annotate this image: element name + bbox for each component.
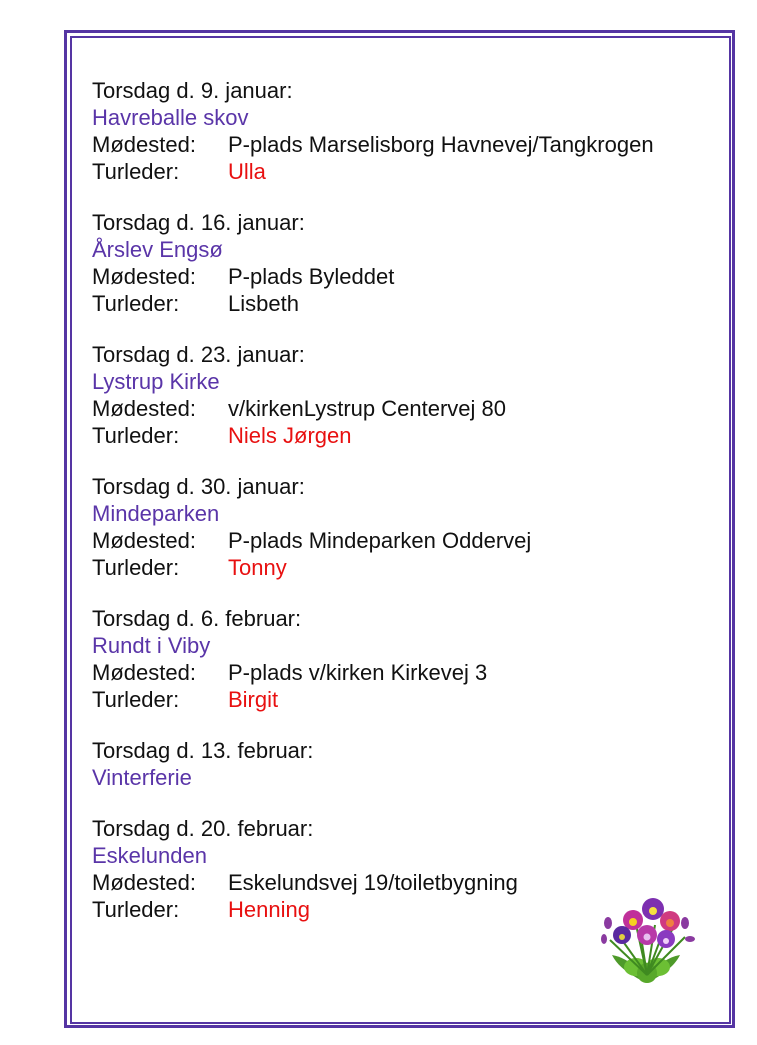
schedule-entry: Torsdag d. 6. februar: Rundt i Viby Møde…: [92, 605, 732, 713]
leader-label: Turleder:: [92, 423, 180, 448]
entry-leader: Turleder: Niels Jørgen: [92, 422, 732, 449]
entry-place: Vinterferie: [92, 765, 192, 790]
meeting-value: P-plads Byleddet: [228, 264, 395, 289]
entry-place: Rundt i Viby: [92, 633, 211, 658]
leader-value: Henning: [228, 897, 310, 922]
leader-value: Niels Jørgen: [228, 423, 352, 448]
entry-place: Eskelunden: [92, 843, 207, 868]
meeting-label: Mødested:: [92, 264, 196, 289]
meeting-value: P-plads v/kirken Kirkevej 3: [228, 660, 488, 685]
entry-place: Havreballe skov: [92, 105, 249, 130]
schedule-entry: Torsdag d. 20. februar: Eskelunden Mødes…: [92, 815, 732, 923]
leader-value: Tonny: [228, 555, 287, 580]
meeting-label: Mødested:: [92, 132, 196, 157]
entry-meeting: Mødested: P-plads Byleddet: [92, 263, 732, 290]
meeting-label: Mødested:: [92, 870, 196, 895]
page-border-inner: [70, 36, 731, 1024]
leader-label: Turleder:: [92, 555, 180, 580]
entry-place: Mindeparken: [92, 501, 220, 526]
entry-date: Torsdag d. 20. februar:: [92, 816, 314, 841]
meeting-value: Eskelundsvej 19/toiletbygning: [228, 870, 518, 895]
schedule-entry: Torsdag d. 9. januar: Havreballe skov Mø…: [92, 77, 732, 185]
walk-schedule: Torsdag d. 9. januar: Havreballe skov Mø…: [92, 77, 732, 947]
leader-value: Lisbeth: [228, 291, 299, 316]
leader-value: Birgit: [228, 687, 279, 712]
meeting-value: v/kirkenLystrup Centervej 80: [228, 396, 506, 421]
leader-label: Turleder:: [92, 897, 180, 922]
entry-meeting: Mødested: P-plads Marselisborg Havnevej/T…: [92, 131, 732, 158]
entry-date: Torsdag d. 16. januar:: [92, 210, 305, 235]
page-border-outer: [64, 30, 735, 1028]
meeting-label: Mødested:: [92, 528, 196, 553]
entry-date: Torsdag d. 30. januar:: [92, 474, 305, 499]
entry-leader: Turleder: Henning: [92, 896, 732, 923]
schedule-entry: Torsdag d. 23. januar: Lystrup Kirke Mød…: [92, 341, 732, 449]
entry-place: Årslev Engsø: [92, 237, 223, 262]
meeting-value: P-plads Mindeparken Oddervej: [228, 528, 532, 553]
meeting-label: Mødested:: [92, 396, 196, 421]
entry-date: Torsdag d. 13. februar:: [92, 738, 314, 763]
entry-meeting: Mødested: P-plads Mindeparken Oddervej: [92, 527, 732, 554]
entry-leader: Turleder: Tonny: [92, 554, 732, 581]
entry-date: Torsdag d. 6. februar:: [92, 606, 302, 631]
entry-date: Torsdag d. 23. januar:: [92, 342, 305, 367]
leader-label: Turleder:: [92, 159, 180, 184]
entry-leader: Turleder: Birgit: [92, 686, 732, 713]
entry-leader: Turleder: Ulla: [92, 158, 732, 185]
entry-date: Torsdag d. 9. januar:: [92, 78, 293, 103]
schedule-entry: Torsdag d. 13. februar: Vinterferie: [92, 737, 732, 791]
meeting-label: Mødested:: [92, 660, 196, 685]
schedule-entry: Torsdag d. 30. januar: Mindeparken Mødes…: [92, 473, 732, 581]
entry-leader: Turleder: Lisbeth: [92, 290, 732, 317]
entry-meeting: Mødested: v/kirkenLystrup Centervej 80: [92, 395, 732, 422]
schedule-entry: Torsdag d. 16. januar: Årslev Engsø Møde…: [92, 209, 732, 317]
entry-meeting: Mødested: P-plads v/kirken Kirkevej 3: [92, 659, 732, 686]
entry-place: Lystrup Kirke: [92, 369, 220, 394]
pansy-flowers-icon: [601, 898, 695, 983]
leader-label: Turleder:: [92, 687, 180, 712]
leader-value: Ulla: [228, 159, 266, 184]
entry-meeting: Mødested: Eskelundsvej 19/toiletbygning: [92, 869, 732, 896]
meeting-value: P-plads Marselisborg Havnevej/Tangkrogen: [228, 132, 654, 157]
leader-label: Turleder:: [92, 291, 180, 316]
